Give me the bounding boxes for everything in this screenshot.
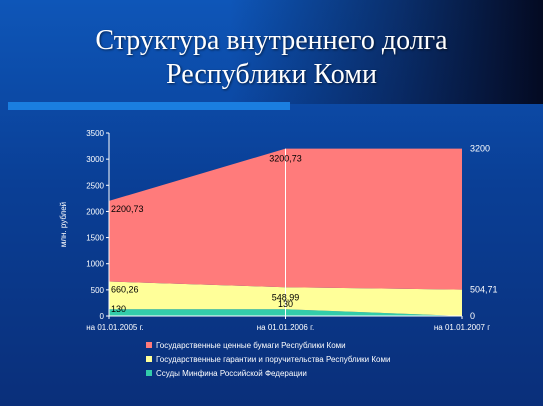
- data-label: 2200,73: [111, 204, 144, 214]
- legend-entry: Ссуды Минфина Российской Федерации: [156, 369, 307, 378]
- y-tick-label: 500: [91, 286, 105, 295]
- data-label: 130: [111, 304, 126, 314]
- y-tick-label: 3500: [86, 129, 104, 138]
- data-label: 130: [278, 299, 293, 309]
- y-tick-label: 3000: [86, 155, 104, 164]
- x-tick-label: на 01.01.2005 г.: [86, 323, 144, 332]
- data-label: 3200,73: [269, 154, 302, 164]
- data-label: 504,71: [470, 285, 498, 295]
- accent-line: [8, 102, 290, 110]
- x-tick-label: на 01.01.2006 г.: [257, 323, 315, 332]
- data-label: 548,99: [272, 292, 300, 302]
- y-axis-title: млн. рублей: [59, 202, 68, 247]
- y-tick-label: 1000: [86, 260, 104, 269]
- y-tick-label: 0: [100, 312, 105, 321]
- data-label: 660,26: [111, 284, 139, 294]
- y-tick-label: 2000: [86, 207, 104, 216]
- data-label: 0: [470, 311, 475, 321]
- y-tick-label: 1500: [86, 234, 104, 243]
- legend-swatch: [146, 370, 152, 376]
- legend-entry: Государственные гарантии и поручительств…: [156, 355, 390, 364]
- y-tick-label: 2500: [86, 181, 104, 190]
- legend-swatch: [146, 342, 152, 348]
- title-band: [230, 0, 543, 104]
- legend-swatch: [146, 356, 152, 362]
- data-label: 3200: [470, 144, 490, 154]
- x-tick-label: на 01.01.2007 г: [434, 323, 490, 332]
- slide-title: Структура внутреннего долга Республики К…: [0, 24, 543, 92]
- title-line-1: Структура внутреннего долга: [95, 25, 448, 56]
- legend-entry: Государственные ценные бумаги Республики…: [156, 341, 346, 350]
- title-line-2: Республики Коми: [166, 59, 377, 90]
